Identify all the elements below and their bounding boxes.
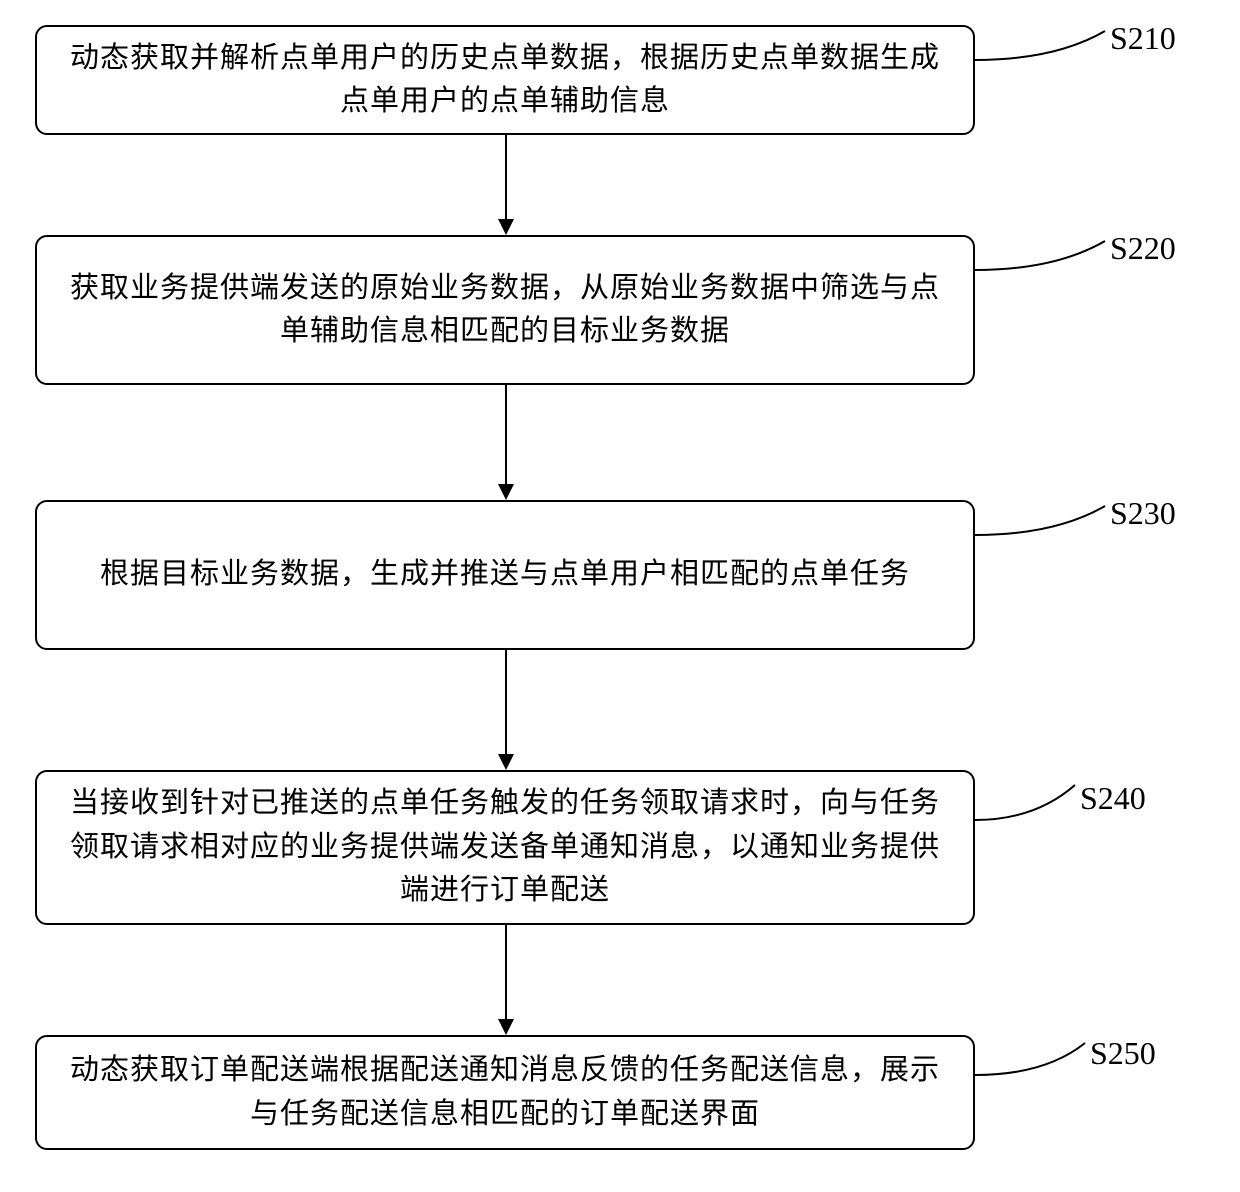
arrow-head-icon	[498, 754, 514, 770]
connector-curve	[975, 1035, 1095, 1095]
step-text: 获取业务提供端发送的原始业务数据，从原始业务数据中筛选与点单辅助信息相匹配的目标…	[57, 267, 953, 354]
step-label-s220: S220	[1110, 230, 1176, 267]
step-box-s210: 动态获取并解析点单用户的历史点单数据，根据历史点单数据生成点单用户的点单辅助信息	[35, 25, 975, 135]
arrow-line	[505, 925, 507, 1019]
connector-curve	[975, 775, 1085, 835]
step-label-s210: S210	[1110, 20, 1176, 57]
arrow-head-icon	[498, 219, 514, 235]
arrow-line	[505, 385, 507, 484]
arrow-line	[505, 650, 507, 754]
connector-curve	[975, 500, 1115, 560]
arrow-line	[505, 135, 507, 219]
step-box-s230: 根据目标业务数据，生成并推送与点单用户相匹配的点单任务	[35, 500, 975, 650]
connector-curve	[975, 235, 1115, 295]
step-text: 动态获取并解析点单用户的历史点单数据，根据历史点单数据生成点单用户的点单辅助信息	[57, 37, 953, 124]
step-text: 当接收到针对已推送的点单任务触发的任务领取请求时，向与任务领取请求相对应的业务提…	[57, 782, 953, 913]
step-label-s240: S240	[1080, 780, 1146, 817]
step-box-s220: 获取业务提供端发送的原始业务数据，从原始业务数据中筛选与点单辅助信息相匹配的目标…	[35, 235, 975, 385]
connector-curve	[975, 25, 1115, 85]
step-label-s250: S250	[1090, 1035, 1156, 1072]
step-text: 根据目标业务数据，生成并推送与点单用户相匹配的点单任务	[100, 553, 910, 597]
arrow-head-icon	[498, 1019, 514, 1035]
step-box-s250: 动态获取订单配送端根据配送通知消息反馈的任务配送信息，展示与任务配送信息相匹配的…	[35, 1035, 975, 1150]
arrow-head-icon	[498, 484, 514, 500]
step-label-s230: S230	[1110, 495, 1176, 532]
step-box-s240: 当接收到针对已推送的点单任务触发的任务领取请求时，向与任务领取请求相对应的业务提…	[35, 770, 975, 925]
step-text: 动态获取订单配送端根据配送通知消息反馈的任务配送信息，展示与任务配送信息相匹配的…	[57, 1049, 953, 1136]
